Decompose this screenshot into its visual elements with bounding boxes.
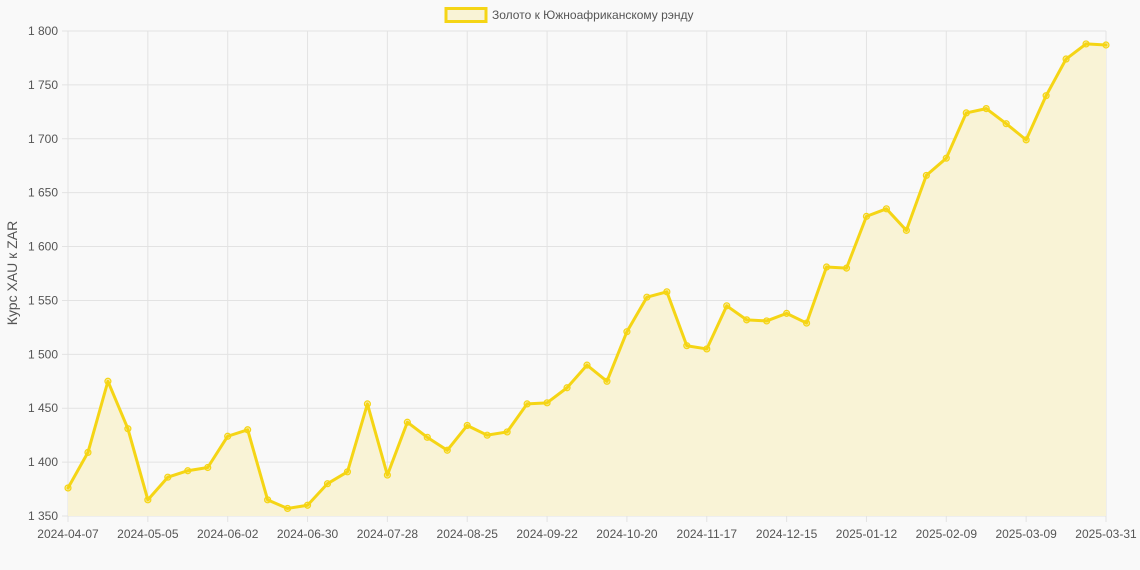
y-tick-label: 1 600 <box>28 240 58 254</box>
y-axis-ticks: 1 350 1 400 1 450 1 500 1 550 1 600 1 650 1 700… <box>28 24 58 523</box>
data-point <box>1042 92 1050 100</box>
data-point <box>563 384 571 392</box>
x-tick-label: 2024-12-15 <box>756 527 818 541</box>
data-point <box>763 317 771 325</box>
series-line <box>66 42 1108 510</box>
data-point <box>164 473 172 481</box>
x-tick-label: 2024-06-02 <box>197 527 259 541</box>
data-point <box>942 154 950 162</box>
data-point <box>982 104 990 113</box>
data-point <box>922 171 930 180</box>
data-point <box>802 319 811 327</box>
data-point <box>224 432 232 440</box>
data-point <box>842 264 851 272</box>
data-point <box>423 433 431 441</box>
data-point <box>862 212 871 220</box>
series-line-path <box>66 42 1108 510</box>
data-point <box>543 399 551 407</box>
data-point <box>723 302 731 310</box>
data-point <box>463 421 471 430</box>
data-point <box>1022 136 1030 144</box>
data-point <box>683 342 691 350</box>
y-tick-label: 1 500 <box>28 347 58 361</box>
x-tick-label: 2024-10-20 <box>596 527 658 541</box>
y-tick-label: 1 350 <box>28 509 58 523</box>
x-tick-label: 2024-07-28 <box>357 527 419 541</box>
data-point <box>523 400 531 408</box>
data-point <box>822 263 831 271</box>
data-point <box>144 496 152 504</box>
data-point <box>303 501 312 509</box>
data-point <box>323 480 332 488</box>
x-tick-label: 2025-02-09 <box>916 527 978 541</box>
data-point <box>1082 40 1090 48</box>
data-point <box>443 446 451 454</box>
x-axis-ticks: 2024-04-07 2024-05-05 2024-06-02 2024-06-30… <box>37 527 1137 541</box>
data-point <box>882 205 891 213</box>
data-point <box>743 316 751 324</box>
data-point <box>184 467 192 475</box>
y-tick-label: 1 800 <box>28 24 58 38</box>
legend[interactable]: Золото к Южноафриканскому рэнду <box>444 7 694 23</box>
x-tick-label: 2024-04-07 <box>37 527 99 541</box>
data-point <box>204 463 212 472</box>
data-points <box>64 40 1110 513</box>
area-fill <box>68 43 1106 516</box>
x-tick-label: 2024-05-05 <box>117 527 179 541</box>
data-point <box>503 428 511 436</box>
y-tick-label: 1 750 <box>28 78 58 92</box>
data-point <box>483 431 491 439</box>
data-point <box>603 377 611 385</box>
data-point <box>264 496 272 504</box>
data-point <box>124 425 132 433</box>
data-point <box>643 293 651 301</box>
y-tick-label: 1 550 <box>28 293 58 307</box>
y-axis-title: Курс XAU к ZAR <box>4 221 20 325</box>
data-point <box>383 471 391 479</box>
data-point <box>403 418 411 426</box>
data-point <box>583 361 591 369</box>
data-point <box>1002 120 1010 128</box>
legend-swatch <box>444 7 488 23</box>
series-area <box>68 43 1106 516</box>
y-tick-label: 1 650 <box>28 186 58 200</box>
data-point <box>283 504 292 513</box>
data-point <box>244 426 252 434</box>
data-point <box>703 345 711 353</box>
data-point <box>1102 41 1110 49</box>
data-point <box>363 400 372 408</box>
legend-label: Золото к Южноафриканскому рэнду <box>492 8 694 22</box>
data-point <box>1062 55 1070 63</box>
data-point <box>623 328 631 336</box>
x-tick-label: 2024-09-22 <box>516 527 578 541</box>
y-tick-label: 1 400 <box>28 455 58 469</box>
y-tick-label: 1 450 <box>28 401 58 415</box>
y-tick-label: 1 700 <box>28 132 58 146</box>
data-point <box>343 468 352 476</box>
data-point <box>962 109 970 117</box>
data-point <box>104 377 112 385</box>
data-point <box>902 226 910 234</box>
x-tick-label: 2025-01-12 <box>836 527 898 541</box>
x-tick-label: 2024-06-30 <box>277 527 339 541</box>
x-tick-label: 2025-03-09 <box>995 527 1057 541</box>
data-point <box>84 448 92 457</box>
x-tick-label: 2024-08-25 <box>437 527 499 541</box>
data-point <box>663 288 671 296</box>
x-tick-label: 2024-11-17 <box>677 527 738 541</box>
data-point <box>783 309 791 317</box>
data-point <box>64 484 72 492</box>
x-tick-label: 2025-03-31 <box>1075 527 1137 541</box>
